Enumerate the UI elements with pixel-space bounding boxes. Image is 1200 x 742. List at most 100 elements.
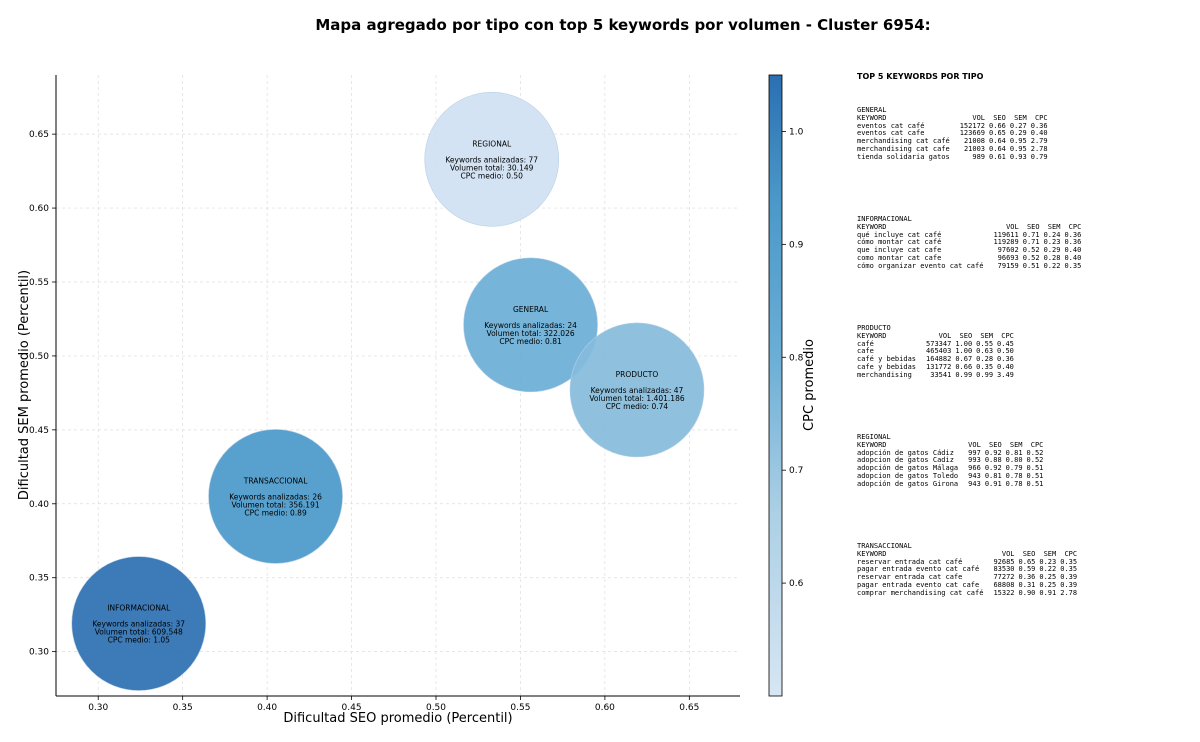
header-seo: SEO	[1026, 222, 1040, 231]
bubble-volume-total: Volumen total: 609.548	[95, 628, 183, 637]
bubble-keywords-count: Keywords analizadas: 47	[591, 386, 684, 395]
cell-keyword: qué incluye cat café	[857, 230, 942, 239]
cell-seo: 0.52	[1022, 246, 1040, 255]
keyword-table-header: KEYWORD VOL SEO SEM CPC	[857, 114, 1052, 123]
cell-seo: 0.71	[1022, 230, 1040, 239]
cell-sem: 0.28	[1043, 253, 1061, 262]
colorbar-tick-label: 0.6	[789, 579, 804, 589]
cell-cpc: 0.36	[1064, 238, 1082, 247]
colorbar-tick-label: 0.7	[789, 466, 803, 476]
cell-vol: 943	[968, 471, 981, 480]
cell-seo: 0.92	[984, 448, 1002, 457]
cell-seo: 0.91	[984, 479, 1002, 488]
y-tick-label: 0.30	[29, 648, 49, 658]
cell-cpc: 0.52	[1026, 456, 1044, 465]
cell-seo: 0.36	[1018, 573, 1036, 582]
colorbar-label: CPC promedio	[802, 339, 817, 431]
colorbar-ticks: 0.6 0.7 0.8 0.9 1.0	[782, 127, 804, 589]
cell-cpc: 3.49	[997, 370, 1014, 379]
cell-keyword: cafe	[857, 347, 874, 356]
cell-cpc: 0.36	[1064, 230, 1082, 239]
header-cpc: CPC	[1064, 549, 1078, 558]
top-keywords-panel: TOP 5 KEYWORDS POR TIPO GENERAL KEYWORD VO…	[857, 72, 1197, 652]
cell-vol: 96693	[997, 253, 1019, 262]
table-row: merchandising 33541 0.99 0.99 3.49	[857, 370, 1018, 380]
keyword-table: KEYWORD VOL SEO SEM CPC adopción de gatos Cád…	[857, 440, 1047, 489]
keyword-group-informacional: INFORMACIONAL KEYWORD VOL SEO SEM CPC qué incl…	[857, 215, 1197, 325]
cell-cpc: 0.35	[1064, 261, 1082, 270]
header-cpc: CPC	[1068, 222, 1082, 231]
cell-sem: 0.93	[1009, 152, 1027, 161]
table-row: cómo montar cat café 119289 0.71 0.23 0.36	[857, 239, 1085, 247]
table-row: como montar cat cafe 96693 0.52 0.28 0.40	[857, 253, 1085, 263]
colorbar-tick-label: 0.9	[789, 240, 804, 250]
header-vol: VOL	[1001, 549, 1015, 558]
cell-keyword: café y bebidas	[857, 355, 917, 364]
cell-vol: 993	[968, 456, 981, 465]
cell-cpc: 0.52	[1026, 448, 1044, 457]
cell-seo: 0.66	[955, 362, 973, 371]
keyword-group-type: TRANSACCIONAL	[857, 542, 912, 550]
bubble-circle	[71, 556, 207, 691]
colorbar-tick-label: 0.8	[789, 353, 804, 363]
cell-keyword: pagar entrada evento cat café	[857, 565, 980, 574]
header-keyword: KEYWORD	[857, 549, 887, 558]
cell-sem: 0.95	[1009, 144, 1027, 153]
cell-keyword: adopción de gatos Málaga	[857, 464, 959, 473]
cell-sem: 0.99	[976, 370, 994, 379]
table-row: qué incluye cat café 119611 0.71 0.24 0.36	[857, 230, 1085, 240]
cell-vol: 119611	[993, 230, 1019, 239]
cell-sem: 0.25	[1039, 580, 1057, 589]
header-cpc: CPC	[1030, 440, 1044, 449]
keyword-table-header: KEYWORD VOL SEO SEM CPC	[857, 440, 1047, 450]
cell-sem: 0.63	[976, 347, 994, 356]
cell-vol: 119289	[993, 238, 1019, 247]
cell-keyword: adopción de gatos Girona	[857, 479, 959, 488]
cell-seo: 0.67	[955, 355, 973, 364]
bubble-keywords-count: Keywords analizadas: 37	[92, 620, 185, 629]
colorbar	[768, 74, 783, 697]
bubble-keywords-count: Keywords analizadas: 24	[484, 321, 577, 330]
bubble-keywords-count: Keywords analizadas: 26	[229, 492, 322, 501]
cell-cpc: 0.39	[1060, 580, 1078, 589]
cell-seo: 0.92	[984, 464, 1002, 473]
keyword-group-type: REGIONAL	[857, 433, 891, 441]
keyword-groups: GENERAL KEYWORD VOL SEO SEM CPC eventos cat ca…	[857, 106, 1197, 652]
cell-seo: 0.66	[989, 121, 1006, 130]
table-row: cafe 465403 1.00 0.63 0.50	[857, 348, 1018, 356]
cell-vol: 989	[972, 152, 986, 161]
keyword-table-header: KEYWORD VOL SEO SEM CPC	[857, 222, 1085, 232]
cell-cpc: 0.35	[1060, 565, 1078, 574]
bubble-circle	[208, 429, 343, 564]
cell-sem: 0.78	[1005, 471, 1023, 480]
bubble-transaccional: TRANSACCIONAL Keywords analizadas: 26Volu…	[208, 429, 343, 564]
cell-vol: 97602	[997, 246, 1019, 255]
table-row: pagar entrada evento cat cafe 68808 0.31 0.…	[857, 580, 1081, 590]
bubble-cpc-mean: CPC medio: 0.81	[499, 337, 562, 346]
header-cpc: CPC	[1001, 331, 1014, 340]
header-seo: SEO	[959, 331, 973, 340]
x-axis-label: Dificultad SEO promedio (Percentil)	[283, 711, 512, 726]
cell-vol: 465403	[926, 347, 952, 356]
cell-cpc: 0.45	[997, 339, 1014, 348]
keyword-group-regional: REGIONAL KEYWORD VOL SEO SEM CPC adopción de g…	[857, 433, 1197, 543]
cell-sem: 0.79	[1005, 464, 1023, 473]
cell-seo: 0.61	[989, 152, 1006, 161]
keyword-table: KEYWORD VOL SEO SEM CPC eventos cat café 15217…	[857, 114, 1052, 162]
cell-sem: 0.78	[1005, 479, 1023, 488]
cell-sem: 0.24	[1043, 230, 1061, 239]
keyword-group-transaccional: TRANSACCIONAL KEYWORD VOL SEO SEM CPC reservar…	[857, 542, 1197, 652]
cell-cpc: 0.51	[1026, 479, 1044, 488]
cell-vol: 943	[968, 479, 981, 488]
keyword-table: KEYWORD VOL SEO SEM CPC reservar entrada cat …	[857, 549, 1081, 598]
table-row: eventos cat cafe 123669 0.65 0.29 0.40	[857, 130, 1052, 138]
cell-seo: 0.88	[984, 456, 1002, 465]
cell-cpc: 0.51	[1026, 464, 1044, 473]
cell-seo: 0.65	[989, 129, 1006, 138]
header-sem: SEM	[980, 331, 994, 340]
cell-sem: 0.95	[1009, 137, 1027, 146]
keyword-table-header: KEYWORD VOL SEO SEM CPC	[857, 331, 1018, 341]
cell-seo: 0.65	[1018, 557, 1036, 566]
cell-keyword: merchandising cat café	[857, 137, 950, 146]
cell-sem: 0.28	[976, 355, 994, 364]
